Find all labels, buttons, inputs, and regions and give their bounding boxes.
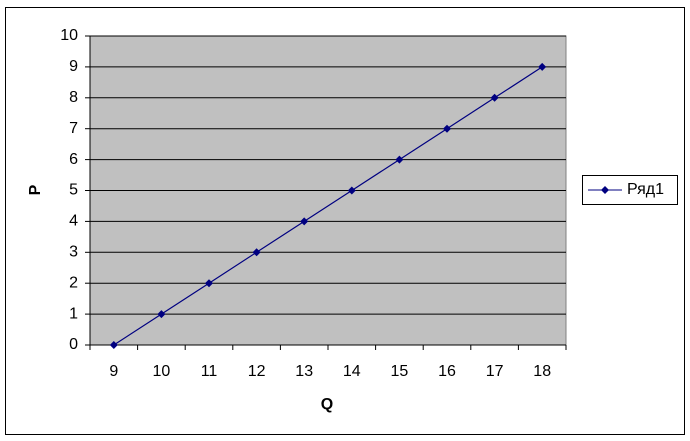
data-point: [205, 279, 213, 288]
data-point: [252, 248, 261, 257]
legend-marker: [601, 186, 609, 194]
data-point: [538, 62, 547, 71]
data-point: [157, 310, 166, 319]
y-axis-title: P: [27, 184, 44, 195]
x-tick-label: 13: [295, 363, 313, 380]
y-tick-label: 0: [69, 336, 78, 353]
data-point: [300, 217, 309, 226]
y-tick-label: 5: [69, 182, 78, 199]
series-line: [113, 66, 543, 346]
data-point: [490, 93, 499, 102]
x-tick-label: 15: [391, 363, 409, 380]
data-point: [109, 341, 118, 349]
data-point: [395, 155, 404, 164]
x-tick-label: 18: [533, 363, 551, 380]
y-tick-label: 1: [69, 305, 78, 322]
x-tick-label: 14: [343, 363, 361, 380]
x-tick-label: 9: [109, 363, 118, 380]
data-point: [443, 124, 451, 133]
y-tick-label: 6: [69, 151, 78, 168]
y-tick-label: 10: [60, 27, 78, 44]
y-tick-label: 8: [69, 89, 78, 106]
data-point: [347, 186, 356, 195]
x-tick-label: 11: [201, 363, 218, 380]
y-tick-label: 2: [69, 274, 78, 291]
x-tick-label: 16: [438, 363, 456, 380]
y-tick-label: 7: [69, 120, 78, 137]
x-tick-label: 12: [248, 363, 266, 380]
y-tick-label: 9: [69, 58, 78, 75]
x-tick-label: 17: [486, 363, 504, 380]
x-tick-label: 10: [153, 363, 171, 380]
y-tick-label: 4: [69, 213, 78, 230]
y-tick-label: 3: [69, 244, 78, 261]
legend-label: Ряд1: [627, 181, 664, 198]
x-axis-title: Q: [321, 396, 333, 413]
